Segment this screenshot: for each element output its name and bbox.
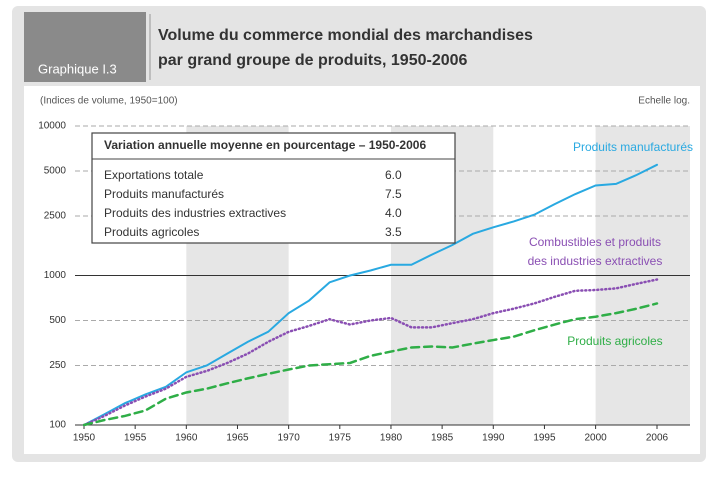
title-line: par grand groupe de produits, 1950-2006: [158, 52, 468, 69]
x-tick-label: 1965: [226, 433, 249, 444]
series-line: [82, 278, 659, 427]
inset-table: Variation annuelle moyenne en pourcentag…: [91, 132, 456, 244]
y-tick-label: 10000: [38, 121, 66, 132]
y-tick-label: 500: [49, 315, 66, 326]
inset-box: [91, 132, 456, 244]
y-tick-label: 100: [49, 420, 66, 431]
title-line: Volume du commerce mondial des marchandi…: [158, 27, 533, 44]
row-label: Produits manufacturés: [104, 187, 224, 201]
row-value: 4.0: [385, 206, 402, 220]
x-tick-label: 2006: [646, 433, 669, 444]
series-label: Combustibles et produits: [529, 235, 661, 249]
x-tick-label: 1985: [431, 433, 454, 444]
row-label: Produits des industries extractives: [104, 206, 286, 220]
x-tick-label: 2000: [584, 433, 607, 444]
row-value: 6.0: [385, 168, 402, 182]
x-tick-label: 1955: [124, 433, 147, 444]
series-label: Produits agricoles: [567, 334, 662, 348]
chart-label: Graphique I.3: [38, 61, 117, 76]
x-tick-label: 1975: [329, 433, 352, 444]
x-tick-label: 1980: [380, 433, 403, 444]
y-tick-label: 5000: [44, 166, 67, 177]
row-label: Exportations totale: [104, 168, 204, 182]
label-box: [24, 12, 146, 82]
series-label: des industries extractives: [528, 254, 663, 268]
x-tick-label: 1960: [175, 433, 198, 444]
series-line: [83, 163, 658, 426]
series-label: Produits manufacturés: [573, 140, 693, 154]
y-tick-label: 1000: [44, 270, 67, 281]
inset-title: Variation annuelle moyenne en pourcentag…: [104, 138, 426, 152]
subtitle: (Indices de volume, 1950=100): [40, 96, 178, 107]
x-tick-label: 1950: [73, 433, 96, 444]
row-value: 7.5: [385, 187, 402, 201]
y-tick-label: 250: [49, 360, 66, 371]
x-tick-label: 1990: [482, 433, 505, 444]
x-tick-label: 1970: [278, 433, 301, 444]
scale-note: Echelle log.: [638, 96, 690, 107]
x-tick-label: 1995: [533, 433, 556, 444]
row-label: Produits agricoles: [104, 225, 199, 239]
row-value: 3.5: [385, 225, 402, 239]
y-tick-label: 2500: [44, 211, 67, 222]
